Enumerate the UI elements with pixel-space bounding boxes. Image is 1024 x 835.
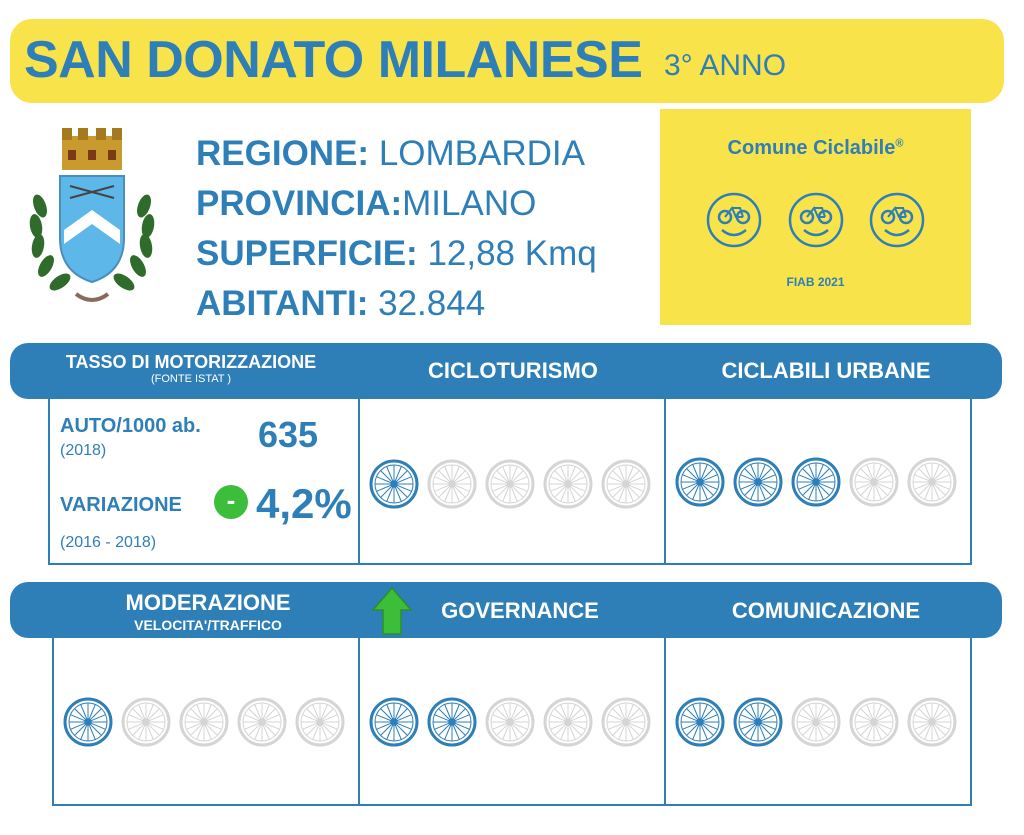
title-bar (10, 19, 1004, 103)
info-provincia: PROVINCIA:MILANO (196, 182, 536, 226)
section2-header-bar (10, 582, 1002, 638)
wheel-empty-icon (295, 697, 345, 747)
auto-value: 635 (258, 414, 319, 455)
superficie-label: SUPERFICIE: (196, 234, 418, 273)
moderazione-subtitle: VELOCITA'/TRAFFICO (134, 617, 282, 633)
info-regione: REGIONE: LOMBARDIA (196, 132, 585, 176)
wheel-filled-icon (369, 459, 419, 509)
wheel-filled-icon (63, 697, 113, 747)
wheel-empty-icon (179, 697, 229, 747)
wheel-empty-icon (791, 697, 841, 747)
moderazione-title: MODERAZIONE (125, 590, 291, 615)
wheel-empty-icon (907, 457, 957, 507)
minus-badge-icon: - (214, 485, 248, 519)
moderazione-rating (62, 696, 346, 748)
ciclabili-title: CICLABILI URBANE (721, 358, 931, 383)
governance-title: GOVERNANCE (441, 598, 599, 623)
badge-footer: FIAB 2021 (786, 275, 845, 289)
variazione-label: VARIAZIONE (60, 494, 182, 516)
wheel-filled-icon (675, 697, 725, 747)
wheel-empty-icon (543, 697, 593, 747)
comunicazione-title: COMUNICAZIONE (731, 598, 921, 623)
wheel-empty-icon (121, 697, 171, 747)
auto-label: AUTO/1000 ab. (60, 415, 201, 437)
wheel-empty-icon (849, 697, 899, 747)
motor-title: TASSO DI MOTORIZZAZIONE (65, 352, 317, 372)
wheel-empty-icon (601, 459, 651, 509)
info-abitanti: ABITANTI: 32.844 (196, 282, 485, 326)
section1-header-bar (10, 343, 1002, 399)
motor-source: (FONTE ISTAT ) (150, 373, 232, 385)
wheel-filled-icon (791, 457, 841, 507)
bike-smile-icon (788, 192, 844, 248)
comunicazione-rating (674, 696, 958, 748)
superficie-value: 12,88 Kmq (427, 234, 597, 273)
auto-year: (2018) (60, 442, 107, 459)
variazione-years: (2016 - 2018) (60, 534, 157, 551)
ciclabili-panel (664, 399, 972, 565)
wheel-filled-icon (427, 697, 477, 747)
variazione-value: 4,2% (256, 480, 352, 527)
abitanti-label: ABITANTI: (196, 284, 369, 323)
provincia-value: MILANO (402, 184, 537, 223)
wheel-filled-icon (733, 457, 783, 507)
cicloturismo-rating (368, 458, 652, 510)
wheel-filled-icon (733, 697, 783, 747)
wheel-empty-icon (601, 697, 651, 747)
wheel-empty-icon (485, 697, 535, 747)
comunicazione-panel (664, 638, 972, 806)
provincia-label: PROVINCIA: (196, 184, 403, 223)
wheel-filled-icon (369, 697, 419, 747)
wheel-empty-icon (907, 697, 957, 747)
regione-label: REGIONE: (196, 134, 370, 173)
ciclabili-rating (674, 456, 958, 508)
up-arrow-icon (371, 586, 413, 635)
info-superficie: SUPERFICIE: 12,88 Kmq (196, 232, 597, 276)
cicloturismo-title: CICLOTURISMO (428, 358, 598, 383)
comune-ciclabile-badge: Comune Ciclabile® FIAB 2021 (660, 109, 971, 325)
wheel-empty-icon (237, 697, 287, 747)
wheel-empty-icon (485, 459, 535, 509)
coat-of-arms-icon (29, 128, 155, 302)
regione-value: LOMBARDIA (378, 134, 585, 173)
town-name: SAN DONATO MILANESE (24, 31, 643, 89)
bike-smile-icon (706, 192, 762, 248)
year-label: 3° ANNO (664, 49, 787, 82)
wheel-empty-icon (543, 459, 593, 509)
governance-rating (368, 696, 652, 748)
bike-smile-icon (869, 192, 925, 248)
wheel-empty-icon (427, 459, 477, 509)
wheel-filled-icon (675, 457, 725, 507)
wheel-empty-icon (849, 457, 899, 507)
badge-title: Comune Ciclabile® (727, 137, 904, 159)
abitanti-value: 32.844 (378, 284, 486, 323)
